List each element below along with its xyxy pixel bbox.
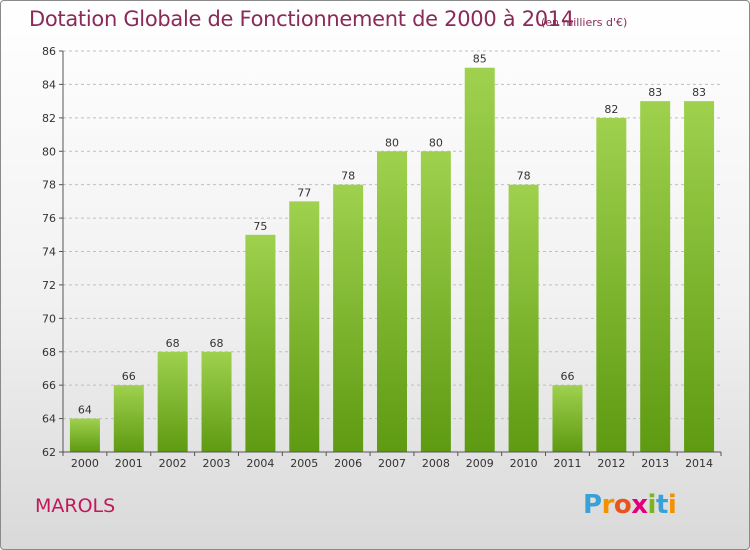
axes: 62 64 66 68 70 72 74 76 78 80 82 84 86 2000 2001 2002 20… — [42, 45, 722, 470]
data-label: 68 — [166, 337, 180, 350]
data-label: 66 — [122, 370, 136, 383]
brand-letter: P — [583, 490, 602, 520]
y-tick-label: 68 — [42, 346, 56, 359]
x-tick-label: 2013 — [641, 457, 669, 470]
bar-2010[interactable] — [508, 184, 539, 452]
x-tick-label: 2009 — [466, 457, 494, 470]
town-name: MAROLS — [35, 495, 116, 517]
y-tick-label: 76 — [42, 212, 56, 225]
y-tick-label: 72 — [42, 279, 56, 292]
y-tick-label: 62 — [42, 446, 56, 459]
data-label: 83 — [648, 86, 662, 99]
bar-2006[interactable] — [333, 184, 364, 452]
bar-2002[interactable] — [157, 351, 188, 452]
brand-letter: o — [613, 490, 632, 520]
x-tick-label: 2003 — [203, 457, 231, 470]
bar-2012[interactable] — [596, 117, 627, 452]
data-label: 83 — [692, 86, 706, 99]
data-label: 80 — [429, 136, 443, 149]
data-label: 75 — [253, 220, 267, 233]
x-tick-label: 2012 — [597, 457, 625, 470]
brand-letter: x — [631, 490, 648, 520]
y-tick-label: 80 — [42, 145, 56, 158]
bar-2000[interactable] — [69, 418, 100, 452]
bar-2013[interactable] — [640, 101, 671, 452]
data-label: 64 — [78, 404, 92, 417]
bar-2001[interactable] — [113, 385, 144, 452]
data-label: 77 — [297, 186, 311, 199]
y-tick-label: 86 — [42, 45, 56, 58]
brand-letter: i — [667, 490, 677, 520]
x-tick-label: 2005 — [290, 457, 318, 470]
bar-2011[interactable] — [552, 385, 583, 452]
x-tick-label: 2011 — [553, 457, 581, 470]
x-tick-label: 2008 — [422, 457, 450, 470]
bar-2007[interactable] — [377, 151, 407, 452]
bar-2003[interactable] — [201, 351, 232, 452]
x-tick-label: 2007 — [378, 457, 406, 470]
bar-2009[interactable] — [464, 67, 495, 452]
y-tick-label: 74 — [42, 246, 56, 259]
data-label: 80 — [385, 136, 399, 149]
y-tick-label: 70 — [42, 312, 56, 325]
y-tick-label: 78 — [42, 179, 56, 192]
y-tick-label: 66 — [42, 379, 56, 392]
proxiti-logo[interactable]: Proxiti — [583, 490, 677, 520]
brand-letter: r — [601, 490, 615, 520]
data-label: 68 — [210, 337, 224, 350]
x-tick-label: 2004 — [246, 457, 274, 470]
brand-letter: t — [655, 490, 668, 520]
y-tick-label: 82 — [42, 112, 56, 125]
y-tick-label: 64 — [42, 413, 56, 426]
bars: 64 66 68 68 75 77 78 80 80 85 78 66 82 83 83 — [69, 53, 715, 452]
data-label: 85 — [473, 53, 487, 66]
data-label: 78 — [517, 170, 531, 183]
x-tick-label: 2010 — [510, 457, 538, 470]
bar-2008[interactable] — [420, 151, 451, 452]
data-label: 66 — [560, 370, 574, 383]
x-tick-label: 2014 — [685, 457, 713, 470]
data-label: 78 — [341, 170, 355, 183]
chart-title: Dotation Globale de Fonctionnement de 20… — [29, 7, 574, 31]
y-tick-label: 84 — [42, 78, 56, 91]
bar-2005[interactable] — [289, 201, 320, 452]
data-label: 82 — [604, 103, 618, 116]
brand-letter: i — [647, 490, 657, 520]
bar-2014[interactable] — [684, 101, 715, 452]
chart-unit: (en milliers d'€) — [541, 16, 628, 29]
bar-2004[interactable] — [245, 234, 276, 452]
x-tick-label: 2001 — [115, 457, 143, 470]
x-tick-label: 2000 — [71, 457, 99, 470]
x-tick-label: 2002 — [159, 457, 187, 470]
x-tick-label: 2006 — [334, 457, 362, 470]
